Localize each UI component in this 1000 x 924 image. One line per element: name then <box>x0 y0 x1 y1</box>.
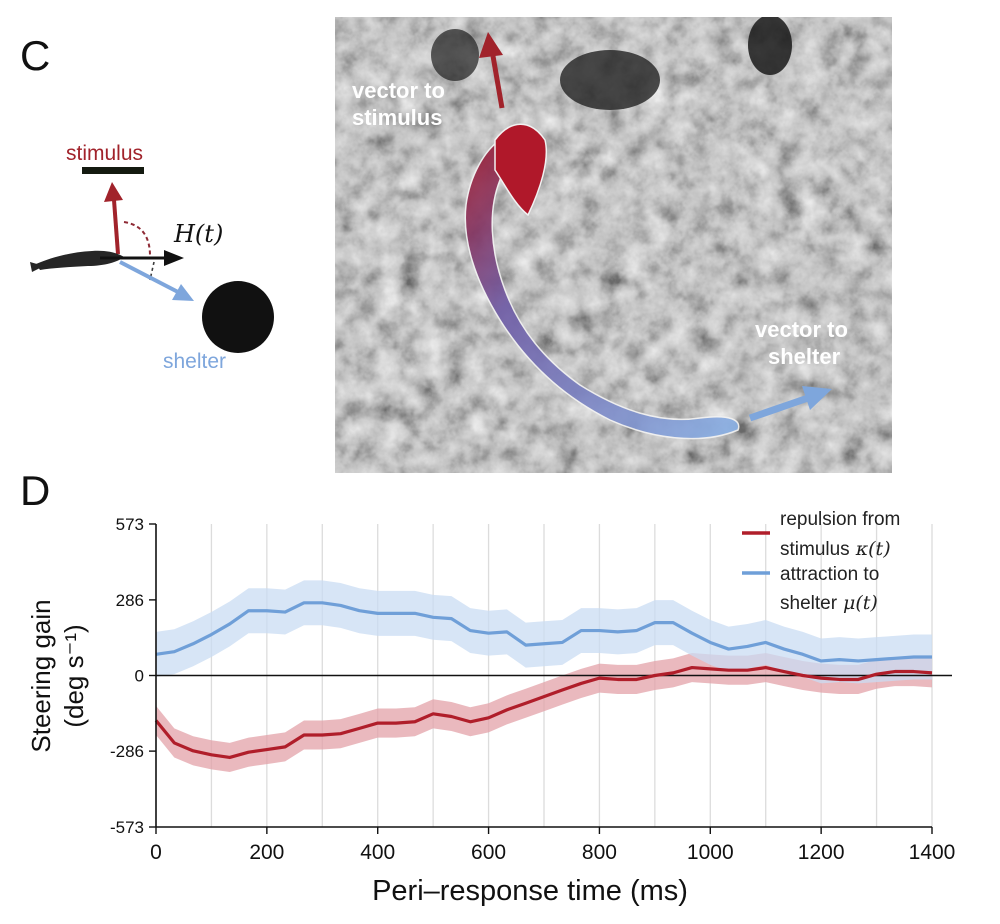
angle-arc <box>123 221 151 257</box>
shelter-arrowhead-icon <box>172 284 194 301</box>
heading-diagram: stimulus H(t) shelter <box>30 142 274 373</box>
tracking-photo: vector to stimulus vector to shelter <box>335 17 892 473</box>
panel-d-label: D <box>20 467 50 514</box>
stimulus-label: stimulus <box>66 142 143 165</box>
stimulus-arrowhead-icon <box>104 182 123 202</box>
x-tick-label: 1000 <box>687 841 734 864</box>
fish-head <box>494 123 548 217</box>
legend: repulsion from stimulus κ(t) attraction t… <box>742 509 900 614</box>
y-tick-label: 0 <box>135 667 144 686</box>
series-line-attraction <box>155 601 932 663</box>
steering-gain-chart: -573 -286 0 286 573 0 200 400 600 800 1000 1200 1400… <box>26 509 955 907</box>
fish-fin-icon <box>30 262 44 272</box>
x-tick-label: 200 <box>249 841 284 864</box>
x-tick-label: 400 <box>360 841 395 864</box>
x-tick-label: 1400 <box>909 841 956 864</box>
shelter-vector <box>119 260 179 294</box>
x-tick-label: 800 <box>582 841 617 864</box>
x-tick-label: 600 <box>471 841 506 864</box>
heading-arrowhead-icon <box>164 250 184 266</box>
series-line-repulsion <box>154 665 933 760</box>
photo-stimulus-label-2: stimulus <box>352 105 442 130</box>
y-tick-label: -573 <box>110 818 144 837</box>
y-axis-label-line2: (deg s⁻¹) <box>59 624 89 727</box>
photo-stimulus-vector <box>490 55 505 109</box>
y-axis-label-line1: Steering gain <box>26 599 56 752</box>
x-tick-label: 1200 <box>798 841 845 864</box>
fish-trajectory <box>464 139 740 440</box>
legend-attraction-line2: shelter μ(t) <box>780 592 878 614</box>
shelter-label: shelter <box>163 350 226 373</box>
stimulus-bar <box>82 167 144 174</box>
x-axis-label: Peri–response time (ms) <box>372 875 688 907</box>
shelter-disk <box>202 281 274 353</box>
fish-icon <box>36 250 124 270</box>
band-repulsion <box>156 653 932 773</box>
stimulus-vector <box>112 199 120 255</box>
photo-stimulus-arrowhead-icon <box>479 32 503 58</box>
y-tick-label: 286 <box>116 591 144 610</box>
y-tick-label: 573 <box>116 515 144 534</box>
photo-shelter-label-2: shelter <box>768 344 841 369</box>
photo-shelter-vector <box>748 394 810 422</box>
band-attraction <box>156 580 932 684</box>
x-tick-label: 0 <box>150 841 162 864</box>
band-layer <box>156 580 932 773</box>
panel-c-label: C <box>20 32 50 79</box>
photo-stimulus-label-1: vector to <box>352 78 445 103</box>
legend-repulsion-line1: repulsion from <box>780 509 900 530</box>
tick-layer: -573 -286 0 286 573 0 200 400 600 800 1000 1200 1400 <box>110 515 955 864</box>
heading-label: H(t) <box>173 220 223 248</box>
y-tick-label: -286 <box>110 742 144 761</box>
legend-repulsion-line2: stimulus κ(t) <box>780 538 891 560</box>
line-layer <box>154 601 933 760</box>
legend-attraction-line1: attraction to <box>780 564 879 585</box>
photo-shelter-label-1: vector to <box>755 317 848 342</box>
photo-shelter-arrowhead-icon <box>802 386 832 410</box>
